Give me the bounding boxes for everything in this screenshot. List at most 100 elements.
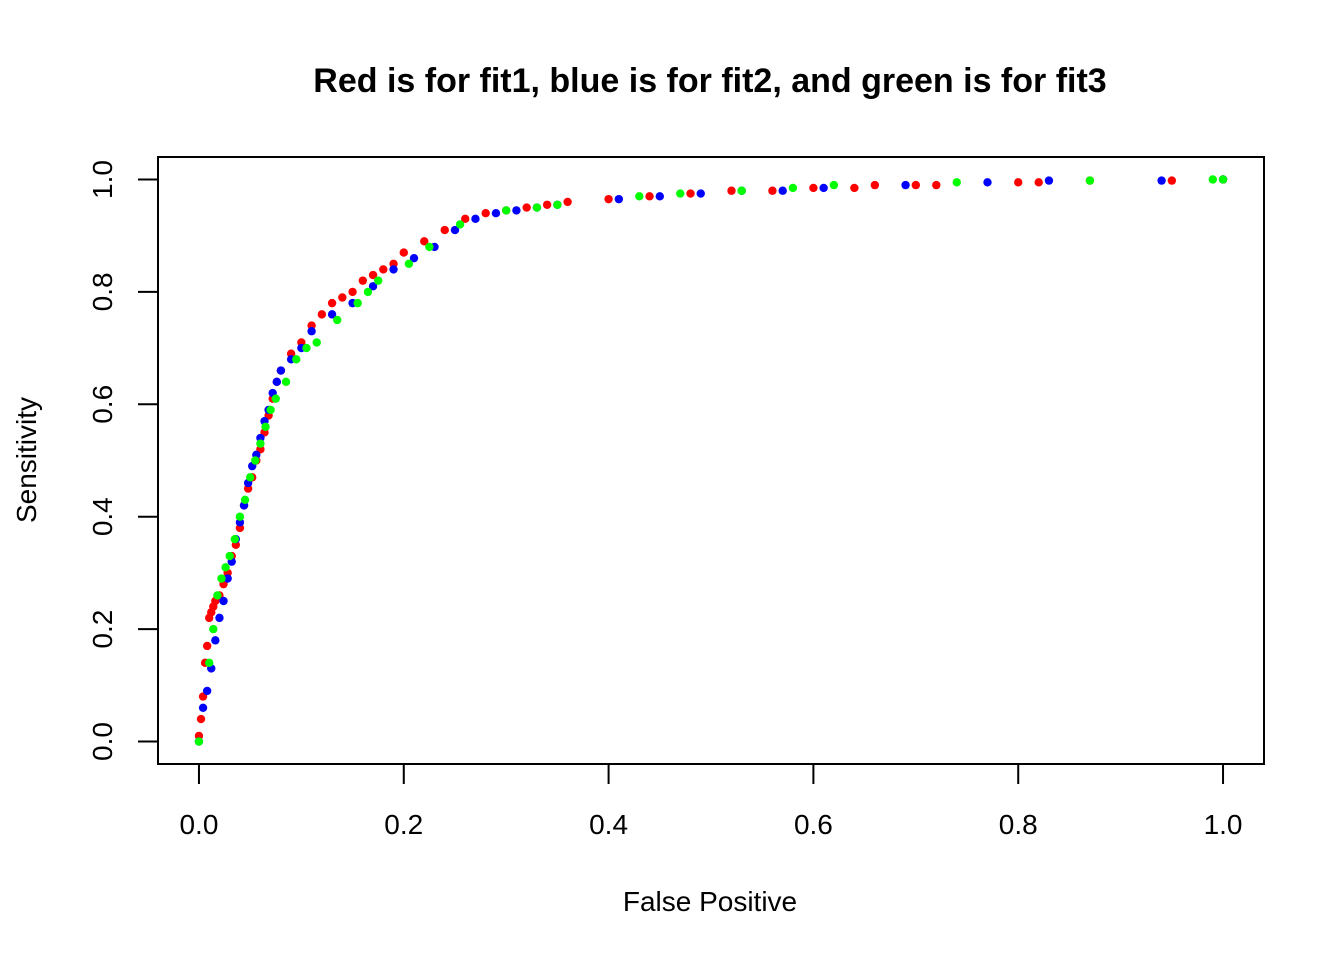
data-point bbox=[271, 394, 280, 403]
data-point bbox=[768, 186, 777, 195]
data-point bbox=[235, 512, 245, 521]
y-tick-label: 0.4 bbox=[87, 497, 118, 536]
x-tick-label: 1.0 bbox=[1204, 809, 1243, 840]
data-point bbox=[219, 596, 228, 606]
data-point bbox=[211, 636, 220, 645]
data-point bbox=[604, 194, 613, 204]
data-point bbox=[368, 282, 378, 291]
data-point bbox=[353, 298, 362, 308]
data-point bbox=[440, 225, 449, 235]
data-point bbox=[788, 183, 798, 193]
data-point bbox=[1167, 176, 1177, 185]
data-point bbox=[302, 343, 311, 353]
data-point bbox=[327, 310, 337, 319]
data-point bbox=[327, 298, 337, 308]
data-point bbox=[338, 293, 347, 302]
data-point bbox=[307, 327, 316, 336]
data-point bbox=[850, 183, 859, 193]
data-point bbox=[404, 259, 414, 268]
data-point bbox=[333, 315, 342, 325]
series-2 bbox=[194, 175, 1228, 746]
data-point bbox=[379, 265, 388, 274]
data-point bbox=[1085, 176, 1095, 185]
data-point bbox=[425, 242, 434, 252]
x-tick-label: 0.0 bbox=[179, 809, 218, 840]
data-point bbox=[205, 658, 214, 668]
data-point bbox=[983, 178, 992, 187]
y-axis: 0.0 0.2 0.4 0.6 0.8 1.0 bbox=[87, 160, 160, 761]
data-point bbox=[471, 214, 480, 224]
data-point bbox=[373, 276, 383, 285]
data-point bbox=[614, 194, 624, 204]
data-point bbox=[363, 287, 373, 297]
y-axis-label: Sensitivity bbox=[11, 397, 42, 523]
data-point bbox=[348, 287, 357, 297]
y-tick-label: 1.0 bbox=[87, 160, 118, 199]
data-point bbox=[645, 192, 654, 201]
plot-frame bbox=[157, 156, 1265, 765]
data-point bbox=[194, 737, 204, 746]
data-point bbox=[256, 439, 265, 448]
data-point bbox=[221, 563, 230, 572]
data-point bbox=[202, 641, 212, 651]
data-point bbox=[696, 189, 705, 198]
data-point bbox=[209, 624, 218, 634]
data-point bbox=[737, 186, 746, 195]
data-point bbox=[196, 714, 206, 724]
data-point bbox=[215, 613, 224, 623]
data-point bbox=[399, 248, 408, 257]
data-point bbox=[553, 200, 562, 209]
data-point bbox=[230, 534, 240, 544]
data-point bbox=[281, 377, 291, 387]
data-point bbox=[292, 355, 301, 364]
y-tick-label: 0.8 bbox=[87, 272, 118, 311]
data-point bbox=[1014, 178, 1023, 187]
data-point bbox=[532, 203, 542, 212]
data-point bbox=[1157, 176, 1166, 185]
data-point bbox=[213, 591, 222, 600]
data-point bbox=[245, 473, 255, 482]
chart-title: Red is for fit1, blue is for fit2, and g… bbox=[313, 62, 1106, 100]
data-point bbox=[272, 377, 281, 387]
data-point bbox=[501, 206, 511, 215]
data-point bbox=[261, 422, 270, 431]
data-point bbox=[202, 686, 212, 696]
data-point bbox=[901, 180, 910, 190]
data-point bbox=[317, 310, 327, 319]
data-point bbox=[276, 366, 286, 375]
data-point bbox=[932, 180, 941, 190]
data-point bbox=[217, 574, 226, 583]
data-point bbox=[686, 189, 695, 198]
data-point bbox=[312, 338, 321, 347]
data-point bbox=[450, 225, 460, 235]
data-point bbox=[240, 495, 250, 505]
data-point bbox=[225, 551, 234, 561]
series-3 bbox=[194, 175, 1228, 746]
data-point bbox=[563, 197, 572, 207]
data-point bbox=[870, 180, 880, 190]
data-point bbox=[512, 206, 521, 215]
x-axis-label: False Positive bbox=[623, 886, 797, 917]
y-tick-label: 0.6 bbox=[87, 385, 118, 424]
x-tick-label: 0.2 bbox=[384, 809, 423, 840]
data-point bbox=[358, 276, 368, 285]
data-point bbox=[455, 220, 465, 229]
data-point bbox=[635, 192, 644, 201]
data-point bbox=[223, 574, 232, 583]
data-point bbox=[1034, 178, 1043, 187]
data-point bbox=[420, 237, 429, 246]
data-point bbox=[819, 183, 828, 193]
series-1 bbox=[194, 175, 1228, 741]
data-point bbox=[1218, 175, 1228, 184]
data-point bbox=[522, 203, 531, 212]
data-point bbox=[266, 405, 275, 415]
x-tick-label: 0.4 bbox=[589, 809, 628, 840]
data-point bbox=[491, 209, 501, 218]
data-points bbox=[194, 175, 1228, 746]
data-point bbox=[829, 180, 839, 190]
data-point bbox=[778, 186, 787, 195]
data-point bbox=[676, 189, 685, 198]
x-tick-label: 0.6 bbox=[794, 809, 833, 840]
data-point bbox=[1208, 175, 1217, 184]
